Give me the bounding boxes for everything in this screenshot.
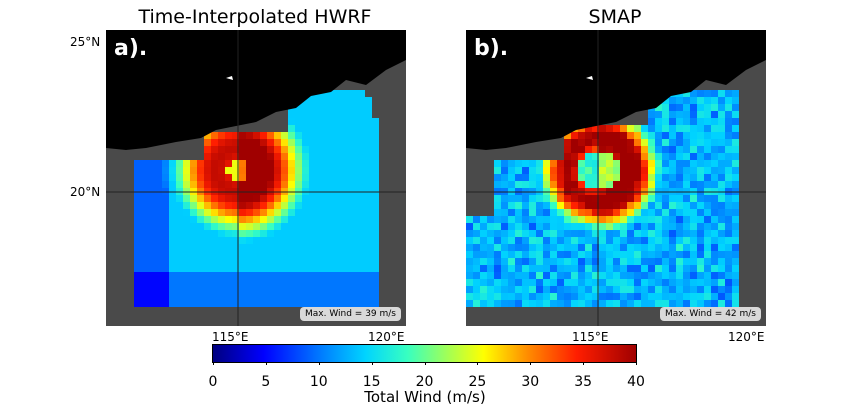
colorbar-tick-label: 35 (574, 374, 593, 390)
panel-b-label: b). (474, 36, 509, 61)
land-mask (466, 30, 766, 150)
colorbar-tick-mark (318, 362, 320, 365)
colorbar-tick-label: 10 (309, 374, 328, 390)
graticule (466, 30, 766, 326)
max-wind-label-a: Max. Wind = 39 m/s (299, 307, 401, 321)
colorbar-tick-mark (477, 362, 479, 365)
panel-a-label: a). (114, 36, 148, 61)
graticule (106, 30, 406, 326)
lon-tick-115e-a: 115°E (212, 330, 249, 344)
colorbar-label: Total Wind (m/s) (364, 388, 486, 406)
map-panel-hwrf: a). Max. Wind = 39 m/s (106, 30, 406, 326)
lat-tick-20n: 20°N (70, 185, 101, 199)
colorbar-tick-label: 5 (261, 374, 271, 390)
colorbar-tick-mark (265, 362, 267, 365)
lon-tick-120e-b: 120°E (728, 330, 765, 344)
colorbar-tick-label: 20 (415, 374, 434, 390)
land-mask (106, 30, 406, 150)
colorbar-tick-label: 40 (627, 374, 645, 390)
colorbar-tick-mark (213, 362, 214, 365)
lon-tick-115e-b: 115°E (572, 330, 609, 344)
colorbar (212, 344, 637, 363)
max-wind-label-b: Max. Wind = 42 m/s (659, 307, 761, 321)
colorbar-tick-mark (371, 362, 373, 365)
colorbar-tick-label: 15 (362, 374, 381, 390)
lat-tick-25n: 25°N (70, 35, 101, 49)
colorbar-tick-label: 0 (208, 374, 218, 390)
colorbar-tick-mark (424, 362, 426, 365)
colorbar-tick-mark (636, 362, 637, 365)
colorbar-tick-mark (530, 362, 532, 365)
colorbar-tick-mark (583, 362, 585, 365)
panel-a-title: Time-Interpolated HWRF (138, 6, 372, 28)
wind-field-smap (466, 90, 739, 307)
wind-field-hwrf (134, 90, 379, 307)
map-panel-smap: b). Max. Wind = 42 m/s (466, 30, 766, 326)
map-b-canvas (466, 30, 766, 326)
colorbar-tick-label: 25 (468, 374, 487, 390)
colorbar-tick-label: 30 (521, 374, 540, 390)
panel-b-title: SMAP (588, 6, 642, 28)
map-a-canvas (106, 30, 406, 326)
lon-tick-120e-a: 120°E (368, 330, 405, 344)
